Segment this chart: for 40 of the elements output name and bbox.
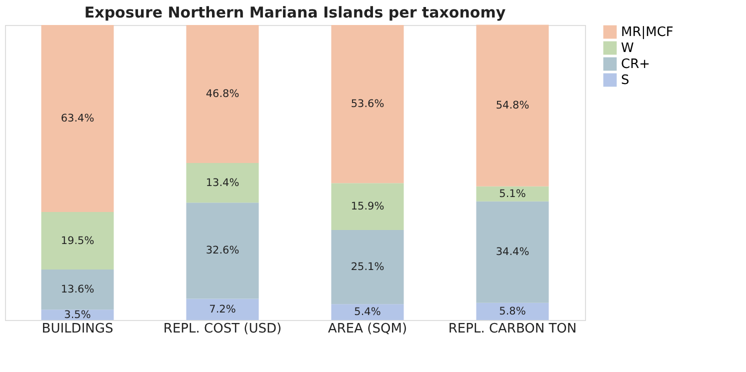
bar — [476, 24, 549, 186]
bar — [476, 201, 549, 303]
legend-label: S — [621, 73, 630, 88]
bar — [476, 302, 549, 320]
data-label: 54.8% — [496, 100, 530, 112]
chart-title: Exposure Northern Mariana Islands per taxonomy — [84, 4, 506, 22]
legend-label: CR+ — [621, 57, 650, 72]
bar — [41, 270, 114, 310]
legend-label: MR|MCF — [621, 25, 674, 40]
x-tick-label: REPL. COST (USD) — [163, 322, 282, 336]
data-label: 5.4% — [354, 306, 381, 318]
bar — [186, 25, 259, 164]
data-label: 34.4% — [496, 246, 530, 258]
data-label: 13.6% — [60, 284, 94, 296]
data-label: 3.5% — [64, 308, 91, 321]
x-tick-label: REPL. CARBON TON — [448, 322, 577, 336]
bar — [186, 298, 259, 320]
bar — [41, 25, 114, 212]
data-label: 5.8% — [499, 305, 526, 318]
legend-label: W — [621, 41, 634, 56]
bar — [41, 212, 114, 270]
bar — [186, 163, 259, 203]
data-label: 15.9% — [350, 200, 384, 213]
x-tick-label: AREA (SQM) — [328, 322, 408, 336]
bar — [331, 183, 404, 230]
x-tick-label: BUILDINGS — [42, 322, 114, 336]
bar — [331, 230, 404, 304]
data-label: 53.6% — [350, 98, 384, 110]
bar — [186, 202, 259, 299]
bar — [476, 186, 549, 202]
data-label: 25.1% — [350, 261, 384, 274]
data-label: 5.1% — [499, 188, 526, 200]
data-label: 7.2% — [209, 303, 236, 316]
data-label: 19.5% — [60, 234, 94, 247]
bar — [331, 25, 404, 184]
data-label: 13.4% — [206, 176, 240, 189]
data-label: 32.6% — [206, 244, 240, 257]
data-label: 63.4% — [60, 112, 94, 125]
bar — [331, 304, 404, 320]
data-label: 46.8% — [206, 88, 240, 100]
